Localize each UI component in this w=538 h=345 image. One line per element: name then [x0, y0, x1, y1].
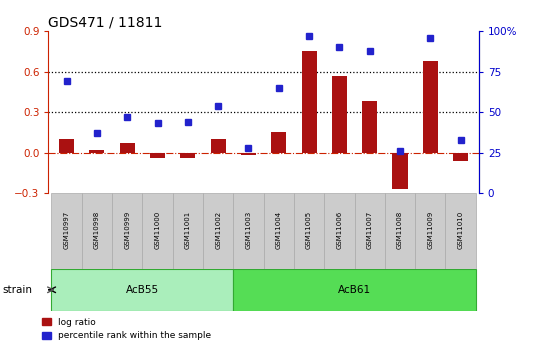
Bar	[82, 193, 112, 269]
Bar	[119, 143, 135, 152]
Text: GSM11000: GSM11000	[154, 210, 160, 249]
Text: GSM10997: GSM10997	[63, 210, 69, 249]
Bar	[445, 193, 476, 269]
Text: GSM11009: GSM11009	[427, 210, 433, 249]
Bar	[52, 269, 233, 310]
Bar	[392, 152, 408, 189]
Bar	[59, 139, 74, 152]
Text: GSM10999: GSM10999	[124, 210, 130, 249]
Text: GSM11005: GSM11005	[306, 210, 312, 249]
Bar	[332, 76, 347, 152]
Text: AcB55: AcB55	[126, 285, 159, 295]
Bar	[233, 193, 264, 269]
Bar	[180, 152, 195, 158]
Bar	[385, 193, 415, 269]
Text: GSM11006: GSM11006	[336, 210, 342, 249]
Text: GSM11010: GSM11010	[458, 210, 464, 249]
Text: GSM11007: GSM11007	[367, 210, 373, 249]
Bar	[89, 150, 104, 152]
Text: GSM10998: GSM10998	[94, 210, 100, 249]
Bar	[233, 269, 476, 310]
Bar	[271, 132, 286, 152]
Bar	[423, 61, 438, 152]
Bar	[362, 101, 377, 152]
Text: GSM11001: GSM11001	[185, 210, 191, 249]
Bar	[143, 193, 173, 269]
Text: GSM11004: GSM11004	[276, 210, 282, 249]
Text: GDS471 / 11811: GDS471 / 11811	[48, 16, 163, 30]
Bar	[415, 193, 445, 269]
Bar	[301, 51, 317, 152]
Bar	[453, 152, 468, 161]
Bar	[52, 193, 82, 269]
Text: strain: strain	[3, 285, 33, 295]
Bar	[203, 193, 233, 269]
Text: GSM11002: GSM11002	[215, 210, 221, 249]
Bar	[112, 193, 143, 269]
Bar	[150, 152, 165, 158]
Text: GSM11003: GSM11003	[245, 210, 251, 249]
Bar	[173, 193, 203, 269]
Bar	[294, 193, 324, 269]
Bar	[355, 193, 385, 269]
Bar	[264, 193, 294, 269]
Bar	[241, 152, 256, 155]
Text: AcB61: AcB61	[338, 285, 371, 295]
Bar	[210, 139, 226, 152]
Text: GSM11008: GSM11008	[397, 210, 403, 249]
Bar	[324, 193, 355, 269]
Legend: log ratio, percentile rank within the sample: log ratio, percentile rank within the sa…	[42, 318, 211, 341]
